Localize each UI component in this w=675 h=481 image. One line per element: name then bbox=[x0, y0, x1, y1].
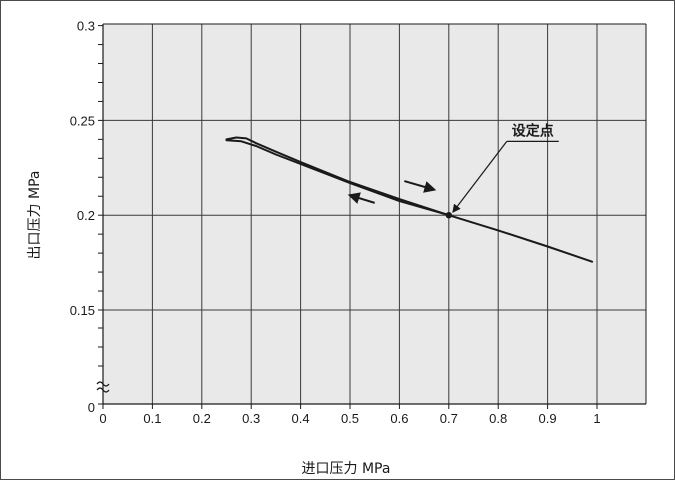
annotations: 设定点 bbox=[445, 122, 559, 219]
x-tick-label: 0.1 bbox=[143, 411, 161, 426]
y-axis-title: 出口压力 MPa bbox=[27, 171, 43, 260]
direction-arrows bbox=[347, 180, 437, 204]
x-axis-title: 进口压力 MPa bbox=[302, 461, 391, 477]
set-point-marker bbox=[445, 212, 452, 219]
x-tick-label: 0.8 bbox=[489, 411, 507, 426]
x-tick-label: 0.2 bbox=[193, 411, 211, 426]
set-point-leader bbox=[452, 140, 508, 213]
x-tick-label: 1 bbox=[593, 411, 600, 426]
series-line-1 bbox=[225, 136, 594, 263]
y-tick-label: 0.2 bbox=[77, 208, 95, 223]
tick-marks bbox=[98, 25, 598, 409]
axis-break-mark bbox=[96, 387, 110, 393]
y-tick-labels: 0.15 0.2 0.25 0.3 0 bbox=[70, 19, 95, 415]
x-tick-label: 0.4 bbox=[292, 411, 310, 426]
series-lines bbox=[225, 136, 594, 263]
set-point-label: 设定点 bbox=[512, 122, 554, 139]
x-tick-label: 0.9 bbox=[539, 411, 557, 426]
y-tick-label: 0.3 bbox=[77, 19, 95, 34]
axes bbox=[96, 24, 646, 405]
axis-break-mark bbox=[96, 381, 110, 387]
y-tick-label: 0.15 bbox=[70, 303, 95, 318]
y-tick-label: 0.25 bbox=[70, 113, 95, 128]
x-tick-labels: 0 0.1 0.2 0.3 0.4 0.5 0.6 0.7 0.8 0.9 1 bbox=[99, 411, 600, 426]
series-line-2 bbox=[225, 139, 450, 217]
direction-arrow-2 bbox=[347, 192, 375, 204]
x-tick-label: 0.3 bbox=[242, 411, 260, 426]
y-origin-label: 0 bbox=[88, 400, 95, 415]
plot-area bbox=[103, 24, 646, 404]
x-tick-label: 0.6 bbox=[390, 411, 408, 426]
x-tick-label: 0.5 bbox=[341, 411, 359, 426]
x-tick-label: 0 bbox=[99, 411, 106, 426]
grid-lines bbox=[103, 23, 647, 404]
direction-arrow-1 bbox=[404, 180, 437, 193]
x-tick-label: 0.7 bbox=[440, 411, 458, 426]
